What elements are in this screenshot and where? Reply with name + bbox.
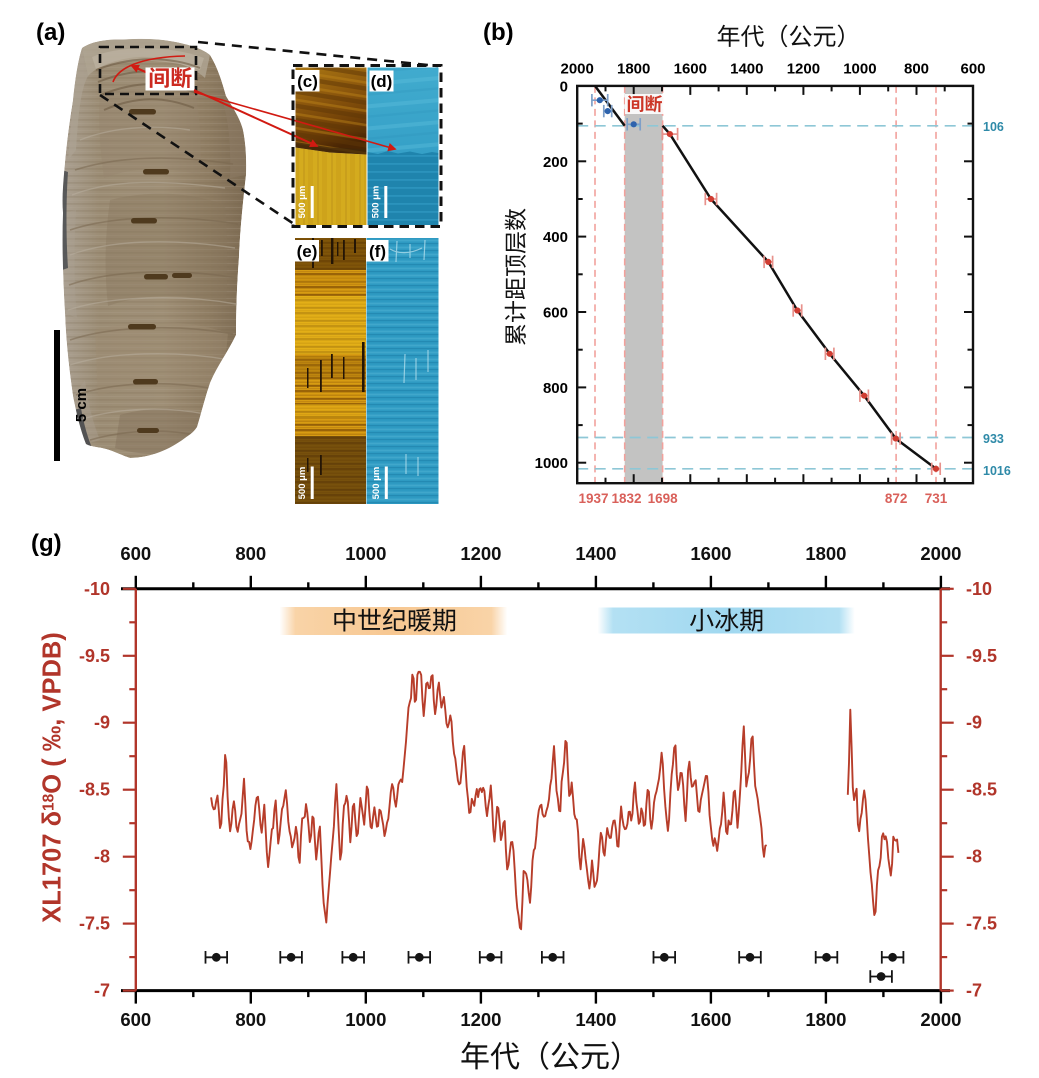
svg-text:872: 872 bbox=[885, 491, 908, 506]
svg-text:-8.5: -8.5 bbox=[966, 780, 997, 800]
svg-text:1600: 1600 bbox=[674, 61, 707, 78]
svg-text:106: 106 bbox=[983, 120, 1004, 134]
svg-text:1832: 1832 bbox=[611, 491, 641, 506]
svg-text:1000: 1000 bbox=[345, 1009, 386, 1030]
svg-text:1200: 1200 bbox=[460, 543, 501, 564]
svg-text:1800: 1800 bbox=[805, 543, 846, 564]
svg-text:1000: 1000 bbox=[843, 61, 876, 78]
svg-text:-10: -10 bbox=[966, 579, 992, 599]
svg-text:-9: -9 bbox=[94, 713, 110, 733]
svg-text:-10: -10 bbox=[84, 579, 110, 599]
svg-text:(c): (c) bbox=[297, 72, 318, 91]
svg-text:-9.5: -9.5 bbox=[79, 646, 110, 666]
svg-text:1600: 1600 bbox=[690, 1009, 731, 1030]
svg-text:(d): (d) bbox=[371, 72, 393, 91]
svg-text:2000: 2000 bbox=[920, 1009, 961, 1030]
svg-text:-7: -7 bbox=[94, 981, 110, 1001]
svg-text:1400: 1400 bbox=[575, 1009, 616, 1030]
svg-text:2000: 2000 bbox=[920, 543, 961, 564]
svg-text:500 μm: 500 μm bbox=[371, 467, 382, 500]
svg-text:400: 400 bbox=[543, 229, 568, 246]
svg-text:600: 600 bbox=[960, 61, 985, 78]
svg-text:1800: 1800 bbox=[805, 1009, 846, 1030]
svg-text:800: 800 bbox=[235, 543, 266, 564]
svg-text:XL1707 δ18O ( ‰, VPDB): XL1707 δ18O ( ‰, VPDB) bbox=[39, 632, 67, 923]
svg-text:500 μm: 500 μm bbox=[297, 467, 308, 500]
svg-text:(b): (b) bbox=[483, 19, 514, 46]
svg-text:500 μm: 500 μm bbox=[297, 186, 308, 219]
svg-text:1400: 1400 bbox=[730, 61, 763, 78]
svg-text:600: 600 bbox=[543, 305, 568, 322]
svg-text:800: 800 bbox=[904, 61, 929, 78]
svg-text:-7.5: -7.5 bbox=[79, 914, 110, 934]
svg-text:-7.5: -7.5 bbox=[966, 914, 997, 934]
svg-text:(a): (a) bbox=[36, 19, 65, 46]
svg-text:1016: 1016 bbox=[983, 464, 1011, 478]
svg-text:-9.5: -9.5 bbox=[966, 646, 997, 666]
svg-text:1937: 1937 bbox=[578, 491, 608, 506]
svg-text:731: 731 bbox=[925, 491, 948, 506]
svg-text:-8: -8 bbox=[966, 847, 982, 867]
svg-text:(f): (f) bbox=[369, 242, 386, 261]
svg-text:(g): (g) bbox=[31, 530, 62, 557]
svg-text:1800: 1800 bbox=[617, 61, 650, 78]
svg-text:800: 800 bbox=[543, 380, 568, 397]
svg-text:1000: 1000 bbox=[535, 455, 568, 472]
svg-text:1698: 1698 bbox=[648, 491, 679, 506]
svg-text:1200: 1200 bbox=[787, 61, 820, 78]
svg-text:200: 200 bbox=[543, 154, 568, 171]
svg-text:-7: -7 bbox=[966, 981, 982, 1001]
svg-text:600: 600 bbox=[120, 1009, 151, 1030]
svg-text:-8.5: -8.5 bbox=[79, 780, 110, 800]
svg-text:800: 800 bbox=[235, 1009, 266, 1030]
svg-text:5 cm: 5 cm bbox=[73, 388, 90, 422]
svg-text:600: 600 bbox=[120, 543, 151, 564]
svg-text:1600: 1600 bbox=[690, 543, 731, 564]
svg-text:1400: 1400 bbox=[575, 543, 616, 564]
svg-text:933: 933 bbox=[983, 432, 1004, 446]
svg-text:1200: 1200 bbox=[460, 1009, 501, 1030]
svg-text:500 μm: 500 μm bbox=[371, 186, 382, 219]
svg-text:-8: -8 bbox=[94, 847, 110, 867]
svg-text:1000: 1000 bbox=[345, 543, 386, 564]
svg-text:0: 0 bbox=[560, 78, 568, 95]
svg-text:2000: 2000 bbox=[561, 61, 594, 78]
svg-text:(e): (e) bbox=[297, 242, 318, 261]
svg-text:-9: -9 bbox=[966, 713, 982, 733]
